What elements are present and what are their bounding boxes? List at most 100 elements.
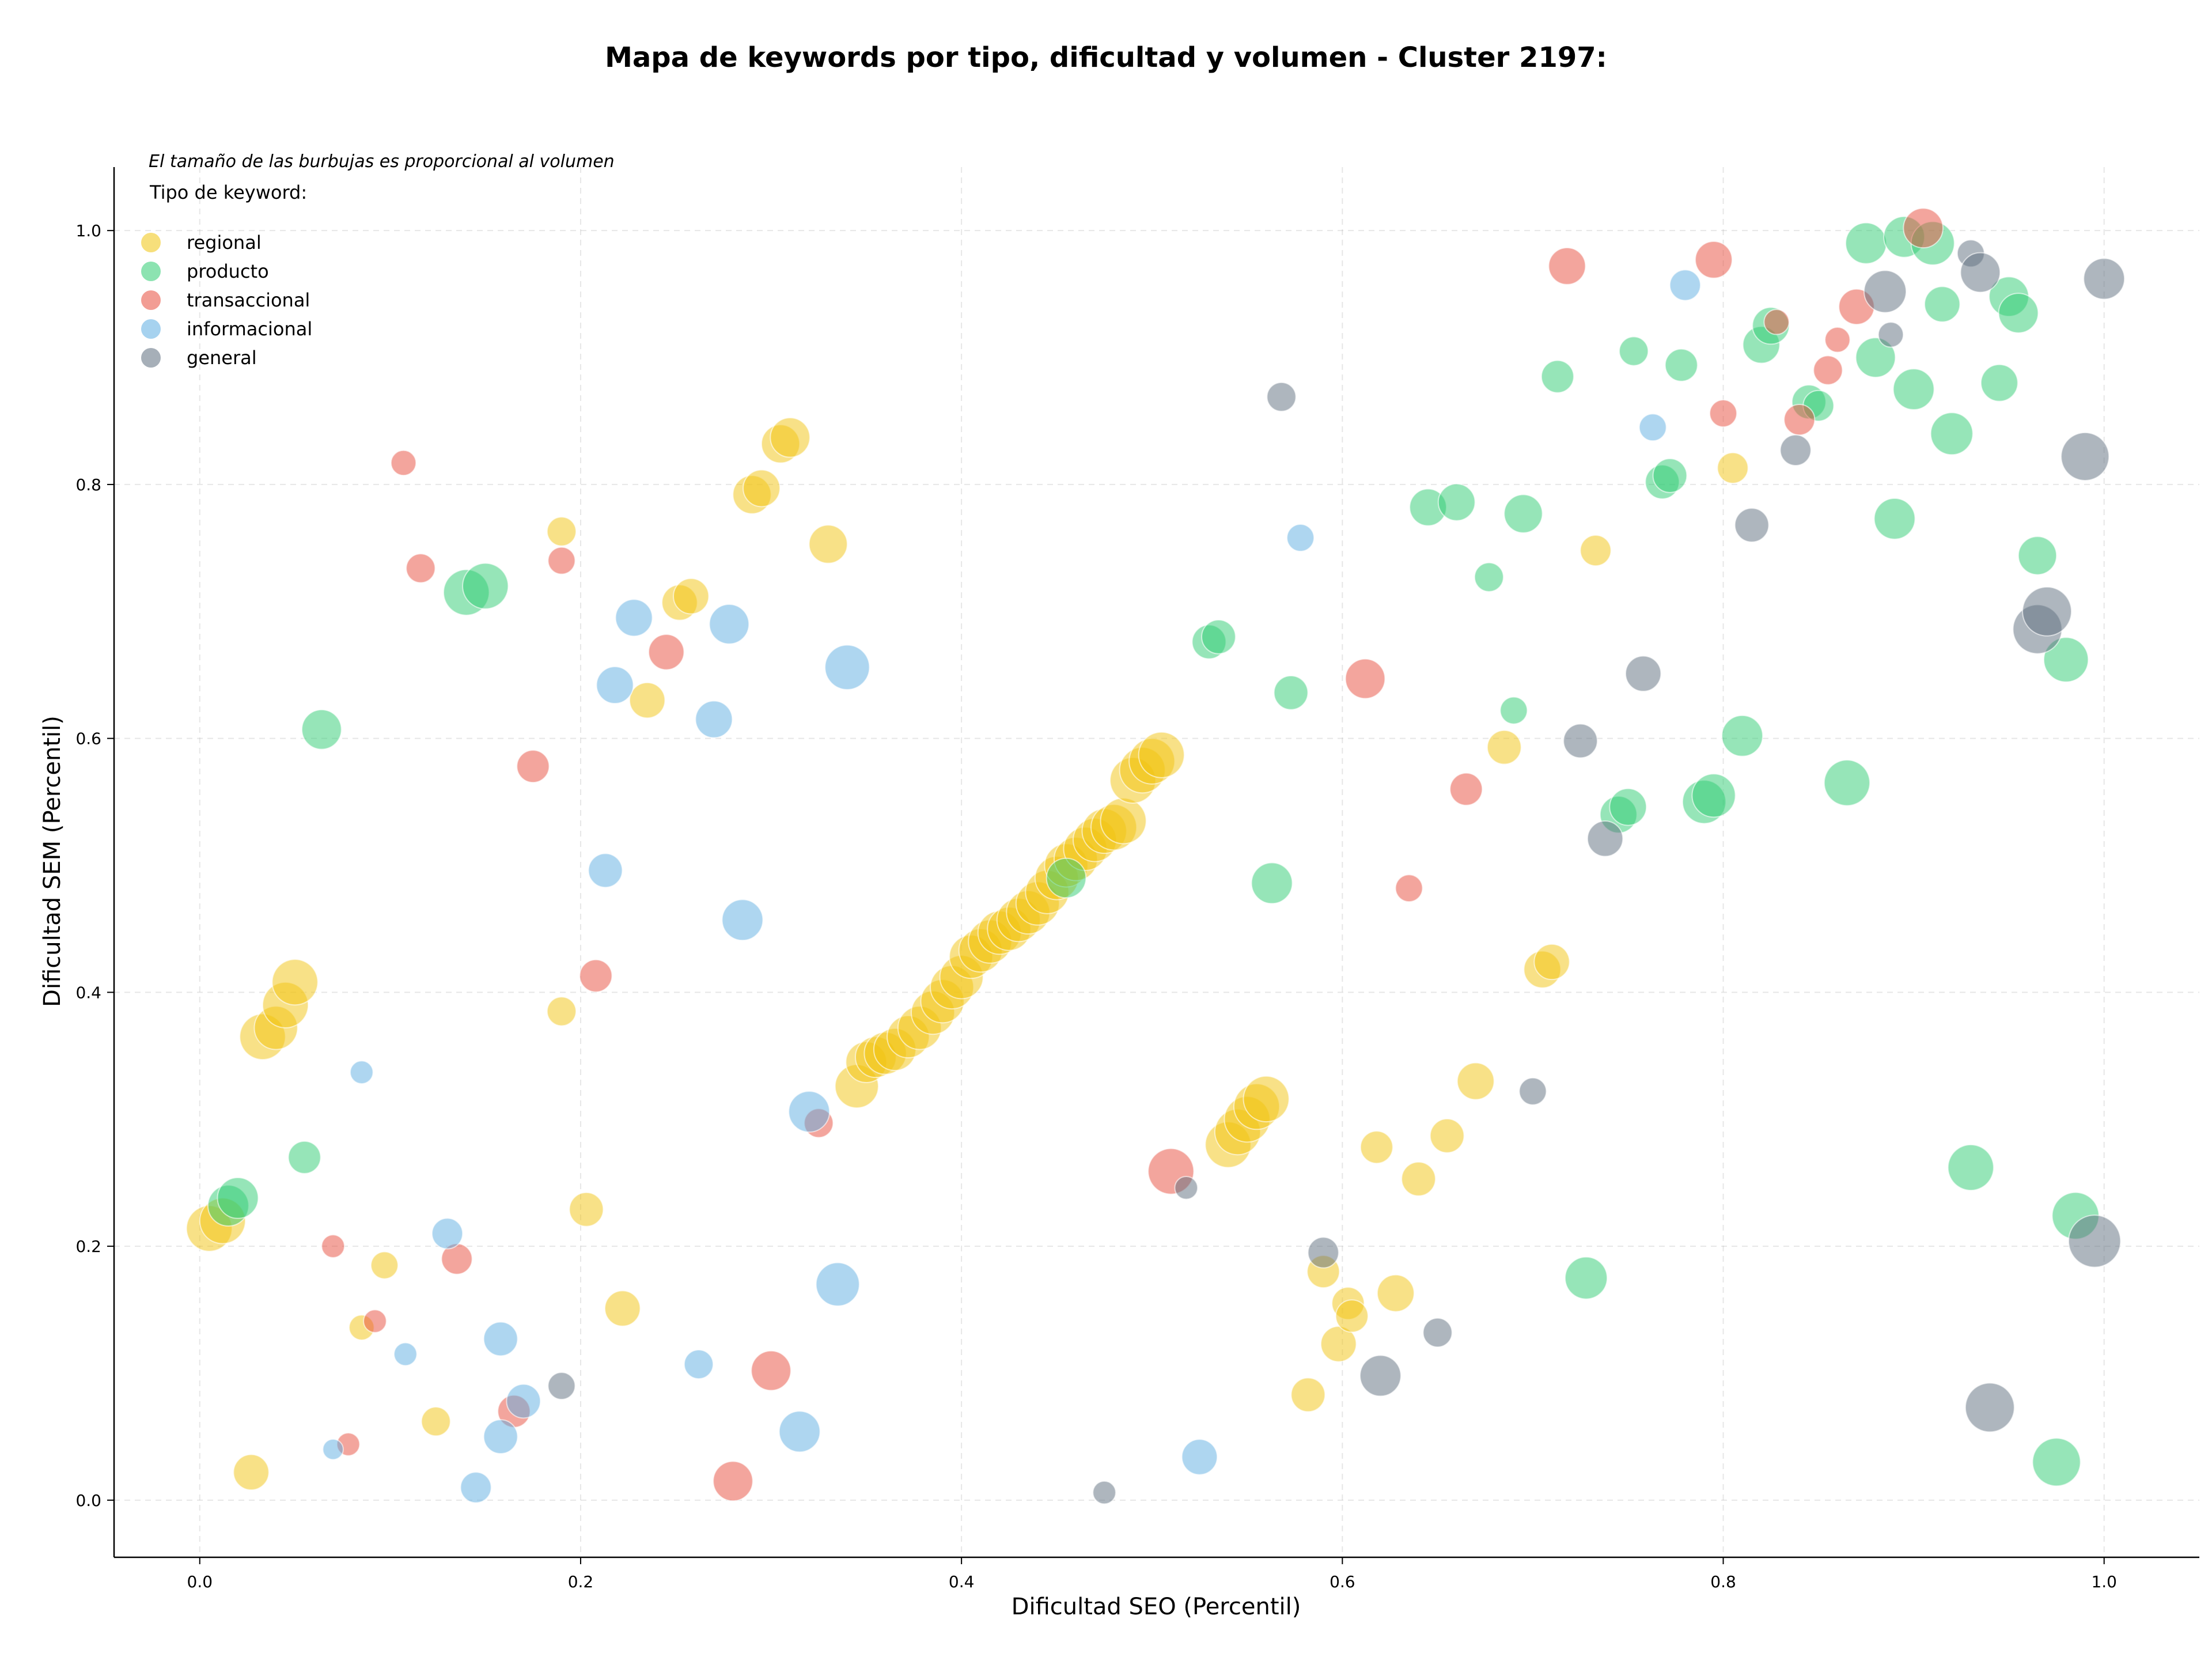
- legend-title: Tipo de keyword:: [149, 181, 307, 203]
- bubble-regional: [604, 1290, 641, 1327]
- legend-marker-general: [141, 348, 161, 368]
- bubble-informacional: [788, 1091, 831, 1133]
- bubble-transaccional: [1449, 772, 1483, 806]
- bubble-regional: [628, 682, 666, 719]
- bubble-regional: [1580, 534, 1612, 567]
- bubble-producto: [1564, 1256, 1608, 1300]
- bubble-regional: [1290, 1377, 1326, 1413]
- bubble-informacional: [709, 604, 750, 645]
- legend-marker-transaccional: [141, 290, 161, 310]
- bubble-producto: [1947, 1144, 1994, 1191]
- bubble-general: [1586, 820, 1624, 857]
- bubble-regional: [1486, 729, 1522, 765]
- bubble-producto: [1540, 360, 1574, 394]
- bubble-regional: [770, 417, 810, 458]
- bubble-producto: [1823, 759, 1870, 807]
- bubble-informacional: [683, 1349, 714, 1380]
- bubble-producto: [2032, 1437, 2081, 1487]
- bubble-informacional: [615, 599, 653, 637]
- x-tick-label: 0.6: [1330, 1572, 1355, 1591]
- bubble-informacional: [778, 1410, 821, 1453]
- bubble-producto: [2043, 637, 2089, 683]
- bubble-producto: [1499, 696, 1528, 725]
- bubble-transaccional: [1763, 309, 1790, 335]
- bubble-producto: [1652, 458, 1688, 493]
- bubble-informacional: [1669, 269, 1701, 301]
- bubble-producto: [1609, 788, 1647, 826]
- bubble-transaccional: [1344, 658, 1386, 699]
- bubble-regional: [569, 1191, 604, 1227]
- bubble-informacional: [596, 666, 634, 705]
- legend-items: regional producto transaccional informacion…: [141, 232, 312, 369]
- bubble-regional: [673, 578, 710, 615]
- y-tick-label: 0.0: [75, 1491, 101, 1510]
- bubble-informacional: [349, 1060, 374, 1085]
- bubble-informacional: [824, 644, 870, 690]
- bubble-producto: [1873, 497, 1916, 540]
- bubble-transaccional: [390, 449, 417, 476]
- bubble-transaccional: [751, 1350, 791, 1391]
- bubble-producto: [1664, 348, 1698, 382]
- y-tick-label: 0.8: [75, 475, 101, 494]
- bubble-producto: [1855, 337, 1896, 378]
- bubble-producto: [1046, 857, 1087, 899]
- bubble-producto: [1619, 336, 1649, 366]
- bubble-general: [1422, 1317, 1453, 1348]
- bubble-producto: [1251, 862, 1293, 905]
- bubble-informacional: [588, 853, 623, 888]
- bubble-general: [2068, 1214, 2122, 1268]
- bubble-regional: [808, 524, 848, 564]
- bubble-transaccional: [1548, 247, 1586, 285]
- bubble-general: [1092, 1480, 1116, 1505]
- grid: [114, 167, 2199, 1557]
- bubble-regional: [1376, 1274, 1415, 1312]
- bubble-transaccional: [1813, 355, 1843, 385]
- legend-marker-informacional: [141, 319, 161, 339]
- legend-label-transaccional: transaccional: [187, 289, 310, 311]
- x-tick-label: 0.2: [568, 1572, 594, 1591]
- bubble-regional: [1456, 1062, 1495, 1100]
- bubble-transaccional: [1395, 874, 1423, 903]
- bubble-producto: [2017, 536, 2058, 576]
- bubble-general: [1734, 508, 1770, 543]
- bubble-transaccional: [1783, 403, 1816, 436]
- bubble-informacional: [721, 899, 764, 941]
- bubble-general: [547, 1372, 576, 1400]
- legend-label-general: general: [187, 347, 257, 369]
- bubble-informacional: [1286, 524, 1315, 552]
- bubble-transaccional: [363, 1309, 387, 1333]
- legend-note: El tamaño de las burbujas es proporciona…: [149, 152, 615, 172]
- bubble-producto: [1273, 675, 1309, 710]
- bubble-transaccional: [1709, 399, 1737, 427]
- bubble-general: [1359, 1354, 1402, 1397]
- bubble-regional: [271, 959, 319, 1006]
- legend-label-regional: regional: [187, 232, 262, 253]
- bubble-informacional: [1181, 1439, 1218, 1475]
- bubble-producto: [1691, 773, 1736, 818]
- y-tick-label: 1.0: [75, 221, 101, 240]
- x-axis-label: Dificultad SEO (Percentil): [1012, 1594, 1301, 1620]
- bubble-regional: [1717, 452, 1749, 484]
- x-tick-label: 0.0: [187, 1572, 213, 1591]
- bubble-general: [1266, 381, 1297, 412]
- bubble-producto: [1201, 619, 1236, 654]
- bubble-transaccional: [406, 553, 436, 584]
- x-tick-label: 0.4: [949, 1572, 975, 1591]
- bubble-regional: [1335, 1299, 1369, 1333]
- bubble-general: [1960, 252, 2001, 293]
- bubble-transaccional: [648, 634, 685, 671]
- bubble-general: [1174, 1175, 1199, 1200]
- legend-marker-regional: [141, 233, 161, 252]
- x-tick-label: 0.8: [1710, 1572, 1736, 1591]
- bubble-general: [2022, 586, 2072, 637]
- bubble-producto: [1721, 714, 1763, 757]
- bubble-producto: [1980, 364, 2018, 402]
- bubble-informacional: [483, 1321, 518, 1357]
- y-tick-label: 0.6: [75, 729, 101, 748]
- bubble-producto: [1437, 483, 1476, 521]
- bubble-general: [1563, 723, 1598, 759]
- bubble-regional: [546, 516, 577, 547]
- bubble-producto: [1892, 368, 1935, 411]
- bubble-general: [1877, 321, 1904, 348]
- bubble-general: [1518, 1077, 1547, 1106]
